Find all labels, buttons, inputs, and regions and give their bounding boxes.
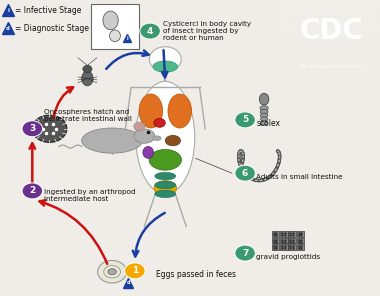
Circle shape [149,47,181,72]
Ellipse shape [108,269,116,275]
Circle shape [134,122,145,131]
Ellipse shape [153,136,161,141]
FancyBboxPatch shape [297,238,304,243]
FancyBboxPatch shape [280,231,288,237]
FancyBboxPatch shape [288,238,296,243]
Text: 7: 7 [242,249,248,258]
FancyBboxPatch shape [272,244,279,250]
Ellipse shape [155,172,176,180]
Text: Eggs passed in feces: Eggs passed in feces [156,270,236,279]
Text: 5: 5 [242,115,248,124]
Circle shape [98,260,127,283]
Text: 3: 3 [29,124,35,133]
Circle shape [140,23,160,39]
FancyBboxPatch shape [280,238,288,243]
Text: 6: 6 [242,169,248,178]
Text: SAFER·HEALTHIER·PEOPLE™: SAFER·HEALTHIER·PEOPLE™ [301,65,362,69]
Text: i: i [127,36,128,41]
FancyBboxPatch shape [288,231,296,237]
Ellipse shape [155,190,176,198]
Ellipse shape [82,71,93,86]
Circle shape [22,121,43,137]
Circle shape [235,245,255,261]
Text: Adults in small intestine: Adults in small intestine [256,174,343,180]
FancyBboxPatch shape [272,238,279,243]
Circle shape [22,183,43,199]
Ellipse shape [261,120,268,125]
Circle shape [235,165,255,181]
Text: 4: 4 [147,27,153,36]
Text: = Infective Stage: = Infective Stage [15,6,81,15]
FancyBboxPatch shape [288,244,296,250]
FancyBboxPatch shape [297,231,304,237]
Text: Oncospheres hatch and
penetrate intestinal wall: Oncospheres hatch and penetrate intestin… [44,109,131,122]
Ellipse shape [155,181,176,189]
Ellipse shape [154,118,165,127]
Text: i: i [7,8,9,13]
Text: 2: 2 [29,186,35,195]
Ellipse shape [168,94,192,128]
Ellipse shape [149,149,182,170]
FancyBboxPatch shape [297,244,304,250]
Text: d: d [6,26,10,30]
Ellipse shape [165,135,180,146]
Ellipse shape [82,128,142,153]
Ellipse shape [154,181,177,195]
FancyBboxPatch shape [91,4,139,49]
Ellipse shape [103,11,118,30]
FancyBboxPatch shape [280,244,288,250]
Circle shape [235,112,255,128]
Ellipse shape [153,61,178,72]
Ellipse shape [143,147,154,158]
Ellipse shape [109,30,120,41]
Circle shape [32,115,67,142]
FancyBboxPatch shape [272,231,279,237]
Text: CDC: CDC [300,17,363,45]
Ellipse shape [260,109,268,114]
Text: gravid proglottids: gravid proglottids [256,254,321,260]
Text: Ingested by an arthropod
intermediate host: Ingested by an arthropod intermediate ho… [44,189,135,202]
Text: d: d [127,281,130,285]
Ellipse shape [139,94,163,128]
Text: Cysticerci in body cavity
of insect ingested by
rodent or human: Cysticerci in body cavity of insect inge… [163,21,252,41]
Ellipse shape [136,81,195,194]
Ellipse shape [260,106,268,110]
Text: 1: 1 [132,266,138,275]
Text: = Diagnostic Stage: = Diagnostic Stage [15,24,89,33]
Circle shape [125,263,145,279]
Circle shape [83,65,92,73]
Ellipse shape [134,129,155,143]
Ellipse shape [260,113,268,118]
Ellipse shape [260,117,268,121]
Ellipse shape [259,93,269,105]
Text: scolex: scolex [256,119,280,128]
